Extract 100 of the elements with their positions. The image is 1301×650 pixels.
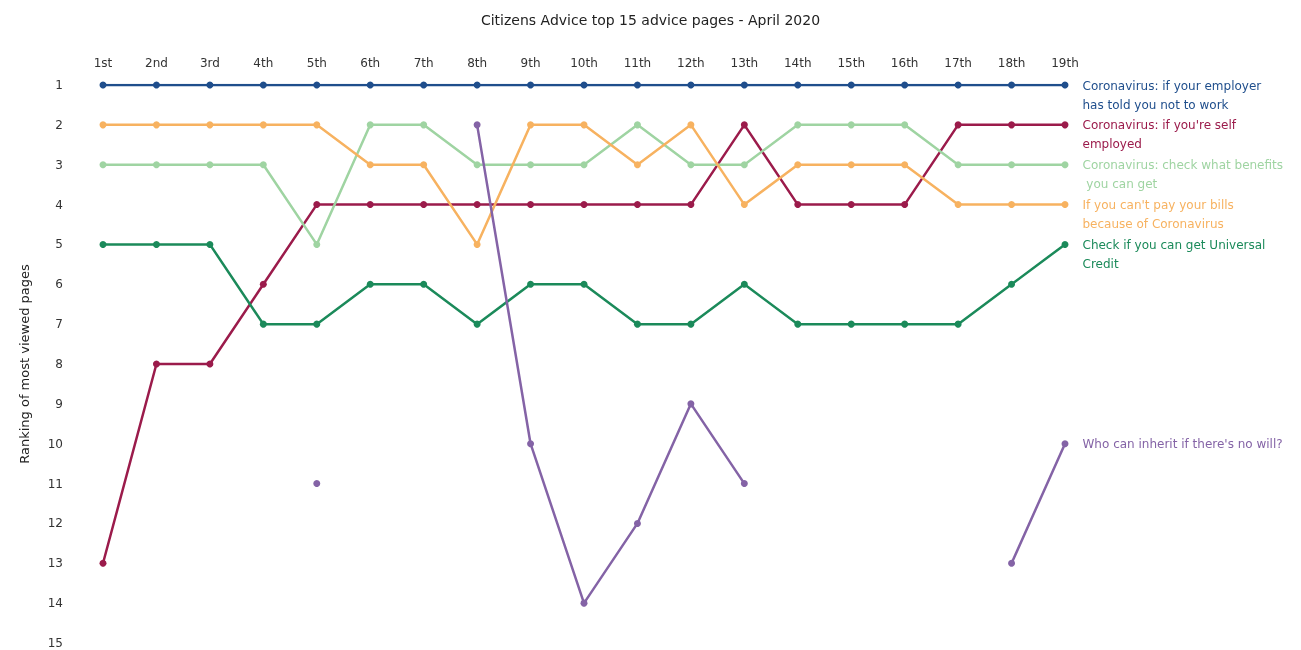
x-tick-label: 4th: [253, 56, 274, 70]
series-label: Coronavirus: if you're self employed: [1082, 118, 1240, 152]
x-tick-label: 8th: [467, 56, 488, 70]
x-tick-label: 7th: [413, 56, 434, 70]
point: [740, 201, 748, 209]
point: [99, 240, 107, 248]
point: [420, 161, 428, 169]
point: [901, 81, 909, 89]
point: [1061, 201, 1069, 209]
point: [313, 240, 321, 248]
y-tick-label: 7: [55, 317, 63, 332]
point: [366, 121, 374, 129]
point: [1008, 201, 1016, 209]
point: [740, 480, 748, 488]
point: [1061, 440, 1069, 448]
point: [1008, 121, 1016, 129]
point: [794, 201, 802, 209]
point: [259, 161, 267, 169]
point: [633, 161, 641, 169]
point: [473, 201, 481, 209]
point: [1061, 161, 1069, 169]
point: [687, 201, 695, 209]
point: [206, 240, 214, 248]
point: [527, 440, 535, 448]
point: [527, 161, 535, 169]
y-tick-label: 3: [55, 157, 63, 172]
point: [1008, 161, 1016, 169]
point: [687, 400, 695, 408]
point: [740, 81, 748, 89]
point: [847, 121, 855, 129]
point: [901, 161, 909, 169]
y-tick-label: 11: [47, 476, 63, 491]
point: [794, 320, 802, 328]
point: [1008, 280, 1016, 288]
y-tick-label: 2: [55, 117, 63, 132]
point: [152, 360, 160, 368]
point: [847, 201, 855, 209]
point: [366, 161, 374, 169]
y-tick-label: 9: [55, 396, 63, 411]
series-label: Check if you can get Universal Credit: [1082, 237, 1270, 271]
point: [152, 161, 160, 169]
point: [206, 161, 214, 169]
point: [473, 240, 481, 248]
x-tick-label: 19th: [1051, 56, 1079, 70]
point: [794, 121, 802, 129]
point: [1061, 240, 1069, 248]
x-tick-label: 6th: [360, 56, 381, 70]
point: [633, 81, 641, 89]
x-tick-label: 14th: [783, 56, 812, 70]
y-tick-label: 10: [47, 436, 63, 451]
point: [580, 201, 588, 209]
point: [473, 121, 481, 129]
point: [366, 280, 374, 288]
point: [687, 121, 695, 129]
x-tick-label: 5th: [306, 56, 327, 70]
point: [313, 81, 321, 89]
series-label: Coronavirus: if your employer has told you not to work: [1082, 78, 1266, 112]
x-tick-label: 13th: [730, 56, 759, 70]
x-tick-label: 12th: [677, 56, 705, 70]
point: [473, 320, 481, 328]
x-tick-label: 3rd: [199, 56, 220, 70]
point: [313, 201, 321, 209]
x-tick-label: 9th: [520, 56, 541, 70]
point: [152, 81, 160, 89]
chart-title: Citizens Advice top 15 advice pages - April 2020: [480, 12, 821, 28]
series-label: Coronavirus: check what benefits you can get: [1082, 158, 1284, 192]
point: [794, 81, 802, 89]
point: [954, 121, 962, 129]
y-tick-label: 14: [47, 596, 63, 611]
point: [1008, 81, 1016, 89]
point: [847, 161, 855, 169]
point: [152, 121, 160, 129]
point: [954, 320, 962, 328]
point: [206, 121, 214, 129]
point: [687, 161, 695, 169]
point: [473, 161, 481, 169]
series-label: Who can inherit if there's no will?: [1082, 437, 1283, 452]
point: [420, 280, 428, 288]
x-tick-label: 11th: [623, 56, 652, 70]
x-tick-label: 2nd: [145, 56, 168, 70]
y-axis-title: Ranking of most viewed pages: [17, 264, 32, 464]
x-tick-label: 10th: [570, 56, 598, 70]
point: [954, 201, 962, 209]
point: [313, 121, 321, 129]
point: [313, 480, 321, 488]
point: [420, 201, 428, 209]
point: [420, 121, 428, 129]
point: [580, 161, 588, 169]
point: [687, 320, 695, 328]
point: [954, 161, 962, 169]
y-tick-label: 6: [55, 277, 63, 292]
point: [633, 121, 641, 129]
y-tick-label: 8: [55, 357, 63, 371]
point: [847, 320, 855, 328]
point: [527, 280, 535, 288]
point: [740, 161, 748, 169]
point: [99, 161, 107, 169]
point: [366, 201, 374, 209]
point: [152, 240, 160, 248]
x-tick-label: 17th: [944, 56, 972, 70]
